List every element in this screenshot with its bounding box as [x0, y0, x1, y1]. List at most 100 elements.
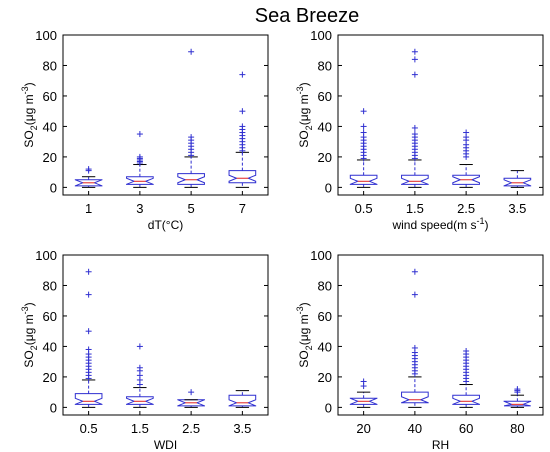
y-tick-label: 80 [318, 58, 332, 73]
x-tick-label: 20 [356, 421, 370, 436]
x-tick-label: 3.5 [508, 201, 526, 216]
box-80 [503, 386, 532, 408]
x-tick-label: 1.5 [131, 421, 149, 436]
outlier-point [463, 129, 470, 136]
box-5 [177, 48, 205, 188]
box-1 [74, 166, 103, 188]
outlier-point [136, 364, 143, 371]
x-axis-label: dT(°C) [148, 218, 183, 232]
box-0.5 [74, 268, 103, 408]
outlier-point [514, 386, 521, 393]
box-7 [228, 71, 257, 188]
x-tick-label: 3.5 [233, 421, 251, 436]
outlier-point [188, 134, 195, 141]
outlier-point [239, 123, 246, 130]
box-3.5 [228, 390, 257, 408]
outlier-point [136, 131, 143, 138]
x-tick-label: 1.5 [406, 201, 424, 216]
box-20 [349, 378, 378, 408]
y-axis-label: SO2(μg m-3) [20, 82, 39, 147]
x-axis-label: RH [432, 438, 449, 452]
box-body [401, 174, 429, 185]
y-tick-label: 40 [318, 119, 332, 134]
x-tick-label: 0.5 [80, 421, 98, 436]
y-tick-label: 20 [318, 370, 332, 385]
box-0.5 [349, 108, 378, 188]
outlier-point [411, 291, 418, 298]
box-40 [401, 268, 429, 408]
outlier-point [239, 108, 246, 115]
y-axis-label: SO2(μg m-3) [295, 302, 314, 367]
box-1.5 [401, 48, 429, 188]
x-tick-label: 5 [188, 201, 195, 216]
outlier-point [239, 71, 246, 78]
y-tick-label: 100 [310, 28, 332, 43]
y-tick-label: 40 [43, 119, 57, 134]
y-tick-label: 40 [318, 339, 332, 354]
axes-frame [62, 34, 269, 196]
outlier-point [85, 166, 92, 173]
outlier-point [463, 348, 470, 354]
y-tick-label: 80 [43, 58, 57, 73]
x-tick-label: 40 [408, 421, 422, 436]
outlier-point [85, 268, 92, 275]
y-tick-label: 100 [35, 248, 57, 263]
y-axis-label: SO2(μg m-3) [20, 302, 39, 367]
box-2.5 [452, 129, 480, 188]
box-body [401, 391, 429, 404]
y-tick-label: 100 [310, 248, 332, 263]
panel-1: 0 20 40 60 80 100 1 3 5 7 dT(°C) SO2(μg m-3) [20, 28, 269, 232]
box-body [452, 394, 480, 405]
panel-2: 0 20 40 60 80 100 0.5 1.5 2.5 3.5 wind speed(m s-1… [295, 28, 544, 232]
y-tick-label: 40 [43, 339, 57, 354]
box-body [349, 174, 378, 185]
y-tick-label: 0 [50, 180, 57, 195]
x-tick-label: 3 [136, 201, 143, 216]
y-tick-label: 60 [43, 309, 57, 324]
y-tick-label: 0 [325, 400, 332, 415]
y-tick-label: 60 [318, 309, 332, 324]
y-axis-label: SO2(μg m-3) [295, 82, 314, 147]
y-tick-label: 0 [325, 180, 332, 195]
box-body [228, 170, 257, 184]
axes-frame [62, 254, 269, 416]
x-tick-label: 2.5 [182, 421, 200, 436]
outlier-point [85, 346, 92, 353]
box-body [503, 177, 532, 187]
y-tick-label: 20 [43, 370, 57, 385]
outlier-point [136, 153, 143, 160]
box-body [503, 400, 532, 407]
outlier-point [411, 124, 418, 131]
panel-3: 0 20 40 60 80 100 0.5 1.5 2.5 3.5 WDI SO2(μg m-3) [20, 248, 269, 452]
axes-frame [337, 34, 544, 196]
box-body [126, 396, 154, 405]
box-60 [452, 348, 480, 408]
box-body [74, 393, 103, 405]
box-body [452, 174, 480, 185]
outlier-point [136, 343, 143, 350]
box-body [74, 179, 103, 187]
box-3 [126, 131, 154, 188]
box-body [177, 399, 205, 407]
x-tick-label: 80 [510, 421, 524, 436]
outlier-point [411, 48, 418, 55]
box-body [177, 173, 205, 185]
figure-title: Sea Breeze [255, 5, 360, 27]
outlier-point [188, 389, 195, 396]
outlier-point [411, 344, 418, 351]
y-tick-label: 100 [35, 28, 57, 43]
outlier-point [188, 48, 195, 55]
y-tick-label: 60 [318, 89, 332, 104]
x-tick-label: 0.5 [355, 201, 373, 216]
box-3.5 [503, 170, 532, 188]
outlier-point [360, 108, 367, 115]
x-tick-label: 1 [85, 201, 92, 216]
outlier-point [360, 378, 367, 385]
box-1.5 [126, 343, 154, 408]
panel-4: 0 20 40 60 80 100 20 40 60 80 RH SO2(μg m-3) [295, 248, 544, 452]
y-tick-label: 80 [43, 278, 57, 293]
box-body [126, 176, 154, 185]
y-tick-label: 60 [43, 89, 57, 104]
x-tick-label: 60 [459, 421, 473, 436]
